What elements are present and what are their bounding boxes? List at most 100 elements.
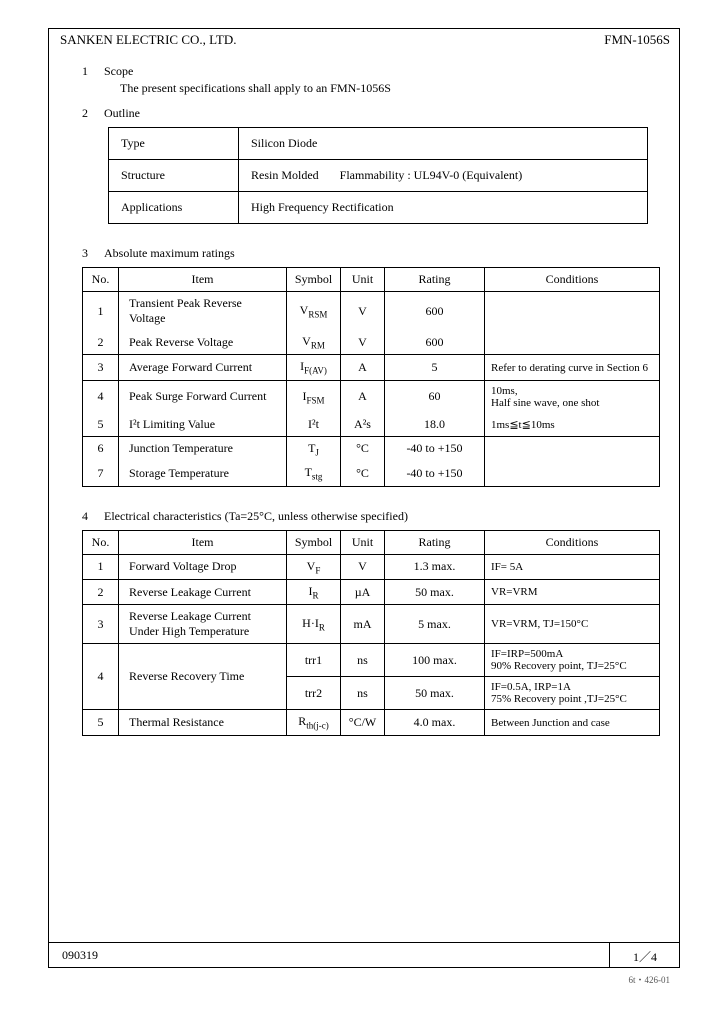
cell-no: 6 (83, 436, 119, 461)
cell-no: 5 (83, 413, 119, 437)
section-4-head: 4 Electrical characteristics (Ta=25°C, u… (82, 509, 660, 524)
cell-symbol: H·IR (287, 605, 341, 644)
cell-unit: mA (341, 605, 385, 644)
hdr-cond: Conditions (485, 530, 660, 554)
outline-row: Structure Resin Molded Flammability : UL… (109, 160, 648, 192)
cell-conditions: 1ms≦t≦10ms (485, 413, 660, 437)
cell-conditions: IF= 5A (485, 554, 660, 579)
cell-unit: °C (341, 436, 385, 461)
hdr-rating: Rating (385, 268, 485, 292)
cell-rating: 5 max. (385, 605, 485, 644)
cell-rating: -40 to +150 (385, 461, 485, 486)
cell-no: 5 (83, 710, 119, 735)
cell-rating: -40 to +150 (385, 436, 485, 461)
cell-conditions: IF=IRP=500mA 90% Recovery point, TJ=25°C (485, 644, 660, 677)
cell-unit: A (341, 355, 385, 380)
hdr-cond: Conditions (485, 268, 660, 292)
section-4-num: 4 (82, 509, 94, 524)
cell-conditions (485, 292, 660, 331)
hdr-item: Item (119, 530, 287, 554)
table-row: 6Junction TemperatureTJ°C-40 to +150 (83, 436, 660, 461)
footer-note: 6t・426-01 (629, 973, 671, 986)
table-row: 5I²t Limiting ValueI²tA²s18.01ms≦t≦10ms (83, 413, 660, 437)
cell-no: 4 (83, 380, 119, 413)
cell-unit: V (341, 554, 385, 579)
table-row: 7Storage TemperatureTstg°C-40 to +150 (83, 461, 660, 486)
cell-conditions (485, 461, 660, 486)
cell-unit: µA (341, 579, 385, 604)
cell-no: 3 (83, 605, 119, 644)
cell-unit: A (341, 380, 385, 413)
cell-rating: 50 max. (385, 677, 485, 710)
hdr-no: No. (83, 268, 119, 292)
table-row: 4Reverse Recovery Timetrr1ns100 max.IF=I… (83, 644, 660, 677)
cell-symbol: TJ (287, 436, 341, 461)
cell-rating: 18.0 (385, 413, 485, 437)
section-2-num: 2 (82, 106, 94, 121)
cell-symbol: IF(AV) (287, 355, 341, 380)
cell-unit: ns (341, 644, 385, 677)
cell-rating: 60 (385, 380, 485, 413)
cell-no: 3 (83, 355, 119, 380)
table-row: 1Transient Peak Reverse VoltageVRSMV600 (83, 292, 660, 331)
outline-row: Type Silicon Diode (109, 128, 648, 160)
hdr-unit: Unit (341, 530, 385, 554)
cell-conditions (485, 436, 660, 461)
cell-no: 1 (83, 292, 119, 331)
cell-unit: ns (341, 677, 385, 710)
cell-item: Junction Temperature (119, 436, 287, 461)
table-row: 2Reverse Leakage CurrentIRµA50 max.VR=VR… (83, 579, 660, 604)
hdr-item: Item (119, 268, 287, 292)
section-3-title: Absolute maximum ratings (104, 246, 235, 261)
outline-value: High Frequency Rectification (239, 192, 648, 224)
cell-item: Reverse Recovery Time (119, 644, 287, 710)
cell-symbol: IR (287, 579, 341, 604)
cell-no: 4 (83, 644, 119, 710)
hdr-rating: Rating (385, 530, 485, 554)
cell-conditions: VR=VRM, TJ=150°C (485, 605, 660, 644)
cell-conditions (485, 330, 660, 355)
ratings-table: No. Item Symbol Unit Rating Conditions 1… (82, 267, 660, 487)
cell-item: Average Forward Current (119, 355, 287, 380)
cell-item: Reverse Leakage Current (119, 579, 287, 604)
outline-value: Resin Molded Flammability : UL94V-0 (Equ… (239, 160, 648, 192)
table-row: 2Peak Reverse VoltageVRMV600 (83, 330, 660, 355)
section-1-num: 1 (82, 64, 94, 79)
cell-symbol: IFSM (287, 380, 341, 413)
cell-rating: 1.3 max. (385, 554, 485, 579)
cell-rating: 100 max. (385, 644, 485, 677)
cell-symbol: VRSM (287, 292, 341, 331)
outline-value: Silicon Diode (239, 128, 648, 160)
cell-conditions: IF=0.5A, IRP=1A 75% Recovery point ,TJ=2… (485, 677, 660, 710)
section-3-head: 3 Absolute maximum ratings (82, 246, 660, 261)
cell-no: 2 (83, 330, 119, 355)
cell-item: Peak Surge Forward Current (119, 380, 287, 413)
table-row: 3Average Forward CurrentIF(AV)A5Refer to… (83, 355, 660, 380)
cell-conditions: Between Junction and case (485, 710, 660, 735)
cell-rating: 600 (385, 330, 485, 355)
table-header-row: No. Item Symbol Unit Rating Conditions (83, 268, 660, 292)
section-2-title: Outline (104, 106, 140, 121)
outline-label: Type (109, 128, 239, 160)
table-row: 4Peak Surge Forward CurrentIFSMA6010ms, … (83, 380, 660, 413)
footer-date: 090319 (48, 943, 610, 968)
cell-symbol: Tstg (287, 461, 341, 486)
cell-item: I²t Limiting Value (119, 413, 287, 437)
hdr-symbol: Symbol (287, 530, 341, 554)
cell-symbol: trr2 (287, 677, 341, 710)
cell-unit: A²s (341, 413, 385, 437)
cell-conditions: VR=VRM (485, 579, 660, 604)
cell-rating: 5 (385, 355, 485, 380)
cell-conditions: 10ms, Half sine wave, one shot (485, 380, 660, 413)
cell-symbol: trr1 (287, 644, 341, 677)
cell-unit: V (341, 330, 385, 355)
section-3-num: 3 (82, 246, 94, 261)
content-area: 1 Scope The present specifications shall… (82, 60, 660, 736)
cell-symbol: VF (287, 554, 341, 579)
table-row: 3Reverse Leakage Current Under High Temp… (83, 605, 660, 644)
cell-item: Reverse Leakage Current Under High Tempe… (119, 605, 287, 644)
cell-no: 7 (83, 461, 119, 486)
outline-label: Structure (109, 160, 239, 192)
cell-rating: 50 max. (385, 579, 485, 604)
cell-unit: V (341, 292, 385, 331)
